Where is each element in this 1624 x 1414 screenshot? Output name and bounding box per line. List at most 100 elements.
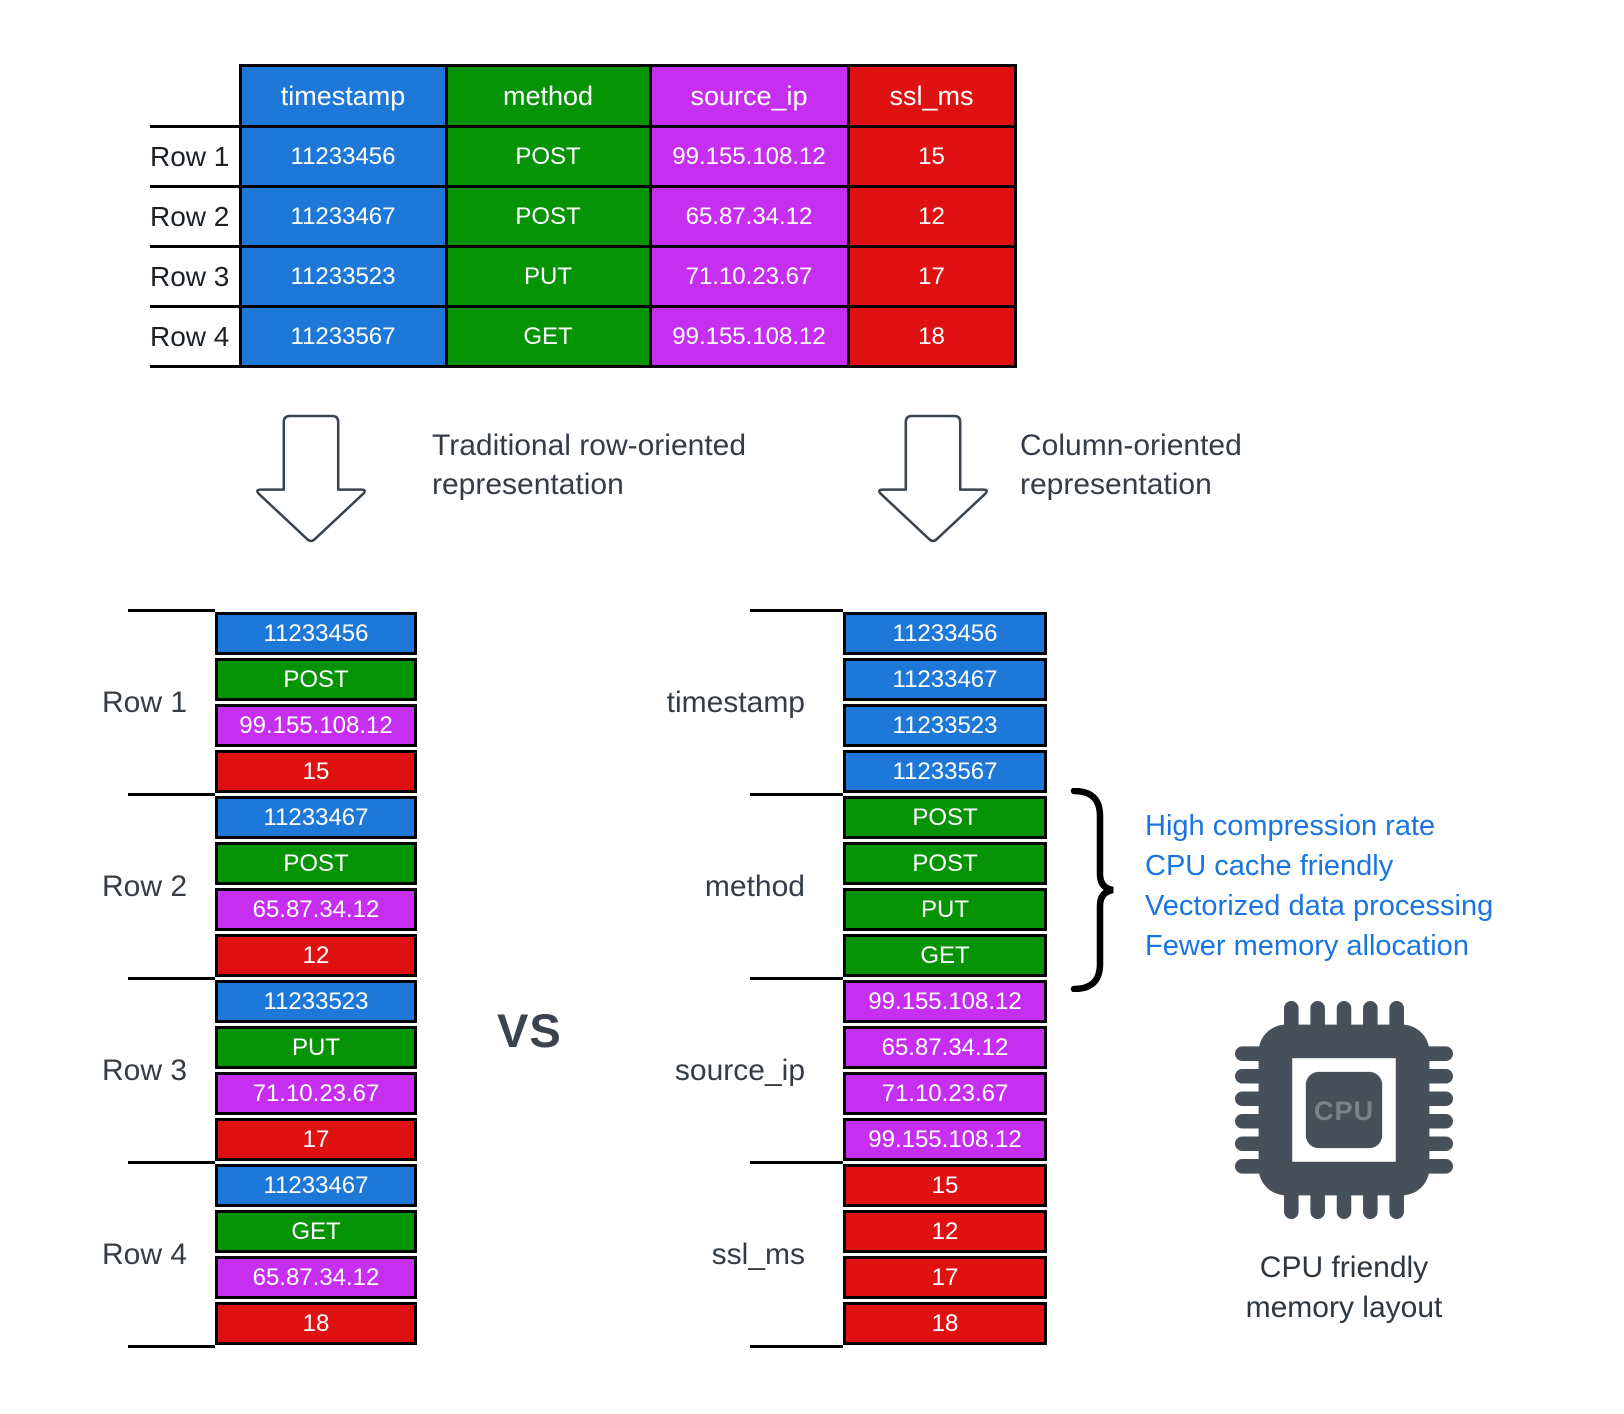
table-row: Row 4 11233567 GET 99.155.108.12 18 [150,305,1017,368]
cell-timestamp: 11233467 [238,185,448,248]
benefit-item: High compression rate [1145,810,1436,842]
memory-cell: 11233523 [843,704,1047,747]
memory-cell: 17 [843,1256,1047,1299]
benefit-item: Vectorized data processing [1145,890,1494,922]
group-label-ssl-ms: ssl_ms [711,1238,805,1271]
memory-cell: 65.87.34.12 [215,888,417,931]
group-divider [750,977,843,980]
cell-method: GET [444,305,652,368]
column-header-source-ip: source_ip [648,64,850,128]
cell-timestamp: 11233456 [238,125,448,188]
cell-source-ip: 65.87.34.12 [648,185,850,248]
column-header-method: method [444,64,652,128]
group-label-row-1: Row 1 [102,686,188,719]
column-header-timestamp: timestamp [238,64,448,128]
row-label-2: Row 2 [150,185,240,247]
memory-cell: PUT [843,888,1047,931]
memory-cell: POST [215,658,417,701]
down-arrow-icon [256,414,366,543]
memory-cell: 12 [843,1210,1047,1253]
group-label-row-4: Row 4 [102,1238,188,1271]
table-row: Row 2 11233467 POST 65.87.34.12 12 [150,185,1017,248]
group-label-timestamp: timestamp [666,686,805,719]
cell-method: POST [444,125,652,188]
group-divider [750,1161,843,1164]
row-label-1: Row 1 [150,125,240,187]
right-arrow-caption: Column-oriented representation [1020,429,1242,501]
benefit-item: Fewer memory allocation [1145,930,1469,962]
memory-cell: PUT [215,1026,417,1069]
memory-cell: 18 [843,1302,1047,1345]
group-label-source-ip: source_ip [674,1054,805,1087]
memory-cell: 12 [215,934,417,977]
row-label-4: Row 4 [150,305,240,368]
column-header-ssl-ms: ssl_ms [846,64,1017,128]
memory-cell: GET [215,1210,417,1253]
memory-cell: 15 [843,1164,1047,1207]
memory-cell: 71.10.23.67 [843,1072,1047,1115]
cell-ssl-ms: 18 [846,305,1017,368]
cell-source-ip: 99.155.108.12 [648,305,850,368]
group-label-row-3: Row 3 [102,1054,188,1087]
memory-cell: POST [843,796,1047,839]
source-table: timestamp method source_ip ssl_ms Row 1 … [150,64,1017,368]
cpu-caption-line-2: memory layout [1245,1291,1443,1324]
cell-method: POST [444,185,652,248]
memory-cell: 11233456 [843,612,1047,655]
memory-cell: POST [843,842,1047,885]
cell-source-ip: 99.155.108.12 [648,125,850,188]
group-label-method: method [704,870,805,903]
memory-cell: 11233467 [215,796,417,839]
header-row: timestamp method source_ip ssl_ms [150,64,1017,128]
column-oriented-stack: 11233456 11233467 11233523 11233567 POST… [843,612,1047,1348]
memory-cell: POST [215,842,417,885]
memory-cell: 15 [215,750,417,793]
cell-source-ip: 71.10.23.67 [648,245,850,308]
header-row-label-spacer [150,66,240,127]
memory-cell: 99.155.108.12 [215,704,417,747]
cell-ssl-ms: 17 [846,245,1017,308]
group-divider [128,1345,215,1348]
memory-cell: 11233567 [843,750,1047,793]
table-row: Row 1 11233456 POST 99.155.108.12 15 [150,125,1017,188]
cpu-chip-label: CPU [1314,1095,1374,1126]
group-divider [128,793,215,796]
down-arrow-icon [878,414,988,543]
memory-cell: 11233523 [215,980,417,1023]
group-label-row-2: Row 2 [102,870,188,903]
cpu-caption: CPU friendly memory layout [1194,1248,1494,1328]
cell-timestamp: 11233567 [238,305,448,368]
left-arrow-caption: Traditional row-oriented representation [432,429,747,501]
benefit-item: CPU cache friendly [1145,850,1394,882]
memory-cell: 18 [215,1302,417,1345]
group-divider [750,609,843,612]
group-divider [128,609,215,612]
table-row: Row 3 11233523 PUT 71.10.23.67 17 [150,245,1017,308]
cpu-chip-icon: CPU [1235,1001,1453,1219]
memory-cell: 11233467 [843,658,1047,701]
vs-label: VS [497,1004,562,1057]
memory-cell: 71.10.23.67 [215,1072,417,1115]
row-label-3: Row 3 [150,245,240,307]
group-divider [750,1345,843,1348]
cell-method: PUT [444,245,652,308]
group-divider [128,1161,215,1164]
group-divider [128,977,215,980]
group-divider [750,793,843,796]
memory-cell: 99.155.108.12 [843,1118,1047,1161]
memory-cell: 65.87.34.12 [843,1026,1047,1069]
memory-cell: 17 [215,1118,417,1161]
source-table-grid: timestamp method source_ip ssl_ms Row 1 … [150,64,1017,368]
cpu-caption-line-1: CPU friendly [1259,1251,1429,1284]
memory-cell: GET [843,934,1047,977]
memory-cell: 11233467 [215,1164,417,1207]
row-oriented-stack: 11233456 POST 99.155.108.12 15 11233467 … [215,612,417,1348]
benefits-list: High compression rate CPU cache friendly… [1145,806,1493,966]
memory-cell: 99.155.108.12 [843,980,1047,1023]
cell-timestamp: 11233523 [238,245,448,308]
memory-cell: 11233456 [215,612,417,655]
memory-cell: 65.87.34.12 [215,1256,417,1299]
cell-ssl-ms: 15 [846,125,1017,188]
cell-ssl-ms: 12 [846,185,1017,248]
